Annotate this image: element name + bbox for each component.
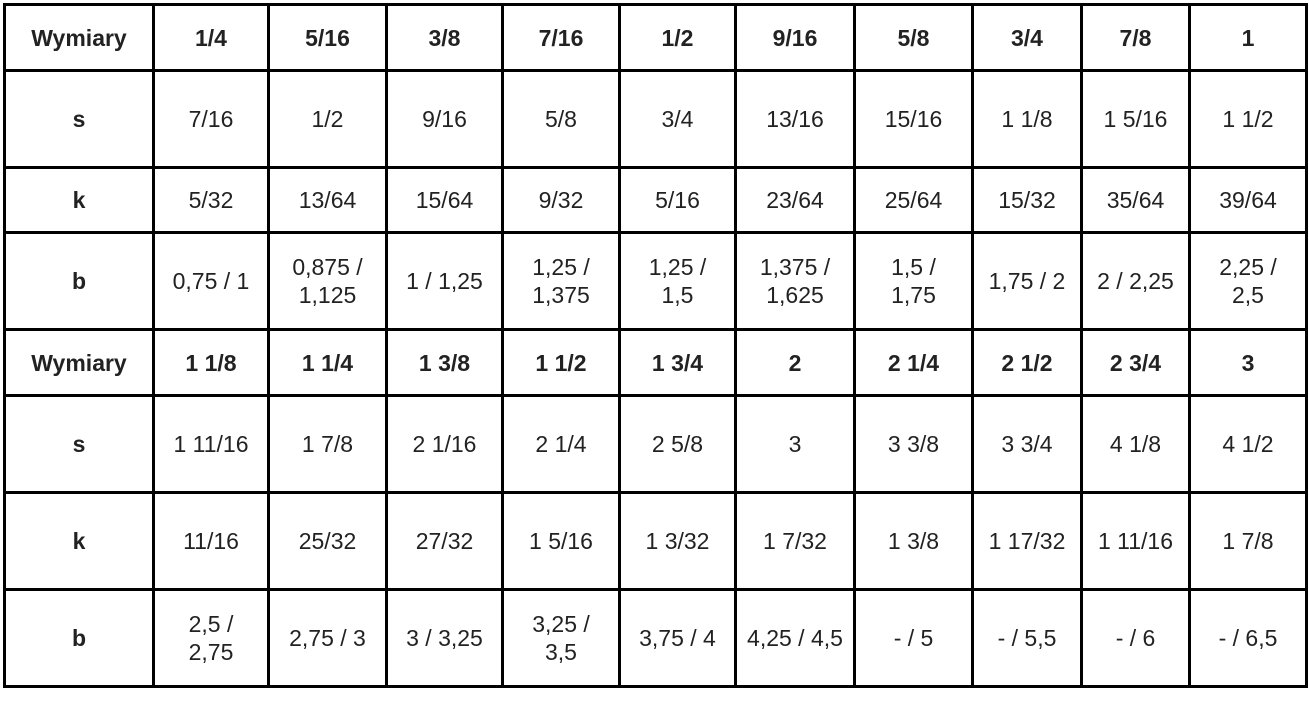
table-cell: 25/32 (267, 491, 388, 591)
header-cell: 2 (734, 328, 856, 397)
table-cell: 3/4 (618, 69, 737, 169)
table-cell: 27/32 (385, 491, 504, 591)
row-label-cell: b (3, 231, 155, 331)
table-cell: 1 3/32 (618, 491, 737, 591)
header-cell: 1 1/2 (501, 328, 621, 397)
table-cell: 1 1/8 (971, 69, 1083, 169)
row-label-cell: Wymiary (3, 328, 155, 397)
table-cell: 2,5 / 2,75 (152, 588, 270, 688)
header-cell: 5/8 (853, 3, 974, 72)
table-cell: 15/16 (853, 69, 974, 169)
header-cell: 7/16 (501, 3, 621, 72)
header-cell: 1 1/8 (152, 328, 270, 397)
table-cell: - / 5,5 (971, 588, 1083, 688)
table-cell: 1 11/16 (152, 394, 270, 494)
table-cell: 3 (734, 394, 856, 494)
table-cell: 1 7/32 (734, 491, 856, 591)
table-cell: 2,75 / 3 (267, 588, 388, 688)
table-cell: 1,75 / 2 (971, 231, 1083, 331)
table-cell: 35/64 (1080, 166, 1191, 234)
table-cell: - / 6 (1080, 588, 1191, 688)
table-cell: 2 1/16 (385, 394, 504, 494)
table-cell: 15/64 (385, 166, 504, 234)
table-cell: - / 5 (853, 588, 974, 688)
table-cell: 3,75 / 4 (618, 588, 737, 688)
table-cell: 15/32 (971, 166, 1083, 234)
dimensions-table: Wymiary 1/4 5/16 3/8 7/16 1/2 9/16 5/8 3/4 7/8 1 s 7… (3, 3, 1308, 688)
header-cell: 1 1/4 (267, 328, 388, 397)
table-cell: 3,25 / 3,5 (501, 588, 621, 688)
table-cell: 1 3/8 (853, 491, 974, 591)
table-cell: 1,25 / 1,5 (618, 231, 737, 331)
table-cell: 7/16 (152, 69, 270, 169)
table-cell: 1/2 (267, 69, 388, 169)
table-row: s 7/16 1/2 9/16 5/8 3/4 13/16 15/16 1 1/8 1 5/16 1… (3, 69, 1308, 169)
row-label-cell: s (3, 394, 155, 494)
header-cell: 2 1/2 (971, 328, 1083, 397)
table-cell: 4,25 / 4,5 (734, 588, 856, 688)
header-cell: 3/8 (385, 3, 504, 72)
header-cell: 1 (1188, 3, 1308, 72)
table-row: b 0,75 / 1 0,875 / 1,125 1 / 1,25 1,25 / 1,3… (3, 231, 1308, 331)
table-row: k 5/32 13/64 15/64 9/32 5/16 23/64 25/64 15/32 35… (3, 166, 1308, 234)
table-cell: 3 3/4 (971, 394, 1083, 494)
table-cell: 5/8 (501, 69, 621, 169)
table-cell: 2 1/4 (501, 394, 621, 494)
table-cell: 5/16 (618, 166, 737, 234)
header-cell: 1/2 (618, 3, 737, 72)
table-cell: 0,875 / 1,125 (267, 231, 388, 331)
table-row: k 11/16 25/32 27/32 1 5/16 1 3/32 1 7/32 1 3/8 1… (3, 491, 1308, 591)
header-row: Wymiary 1 1/8 1 1/4 1 3/8 1 1/2 1 3/4 2 2 1/4 2 … (3, 328, 1308, 397)
table-cell: 1 17/32 (971, 491, 1083, 591)
row-label-cell: k (3, 166, 155, 234)
table-cell: 39/64 (1188, 166, 1308, 234)
header-cell: 3 (1188, 328, 1308, 397)
header-row: Wymiary 1/4 5/16 3/8 7/16 1/2 9/16 5/8 3/4 7/8 1 (3, 3, 1308, 72)
table-cell: 0,75 / 1 (152, 231, 270, 331)
header-cell: 3/4 (971, 3, 1083, 72)
table-cell: 3 3/8 (853, 394, 974, 494)
table-cell: - / 6,5 (1188, 588, 1308, 688)
header-cell: 2 3/4 (1080, 328, 1191, 397)
table-cell: 1 5/16 (1080, 69, 1191, 169)
table-cell: 25/64 (853, 166, 974, 234)
header-cell: 1/4 (152, 3, 270, 72)
table-cell: 2,25 / 2,5 (1188, 231, 1308, 331)
table-cell: 13/16 (734, 69, 856, 169)
table-cell: 1,25 / 1,375 (501, 231, 621, 331)
row-label-cell: Wymiary (3, 3, 155, 72)
table-cell: 23/64 (734, 166, 856, 234)
header-cell: 5/16 (267, 3, 388, 72)
table-cell: 9/16 (385, 69, 504, 169)
table-cell: 1 11/16 (1080, 491, 1191, 591)
header-cell: 7/8 (1080, 3, 1191, 72)
row-label-cell: s (3, 69, 155, 169)
table-cell: 1 7/8 (1188, 491, 1308, 591)
table-cell: 13/64 (267, 166, 388, 234)
table-cell: 11/16 (152, 491, 270, 591)
row-label-cell: k (3, 491, 155, 591)
table-cell: 9/32 (501, 166, 621, 234)
header-cell: 1 3/4 (618, 328, 737, 397)
table-cell: 1,375 / 1,625 (734, 231, 856, 331)
table-cell: 2 5/8 (618, 394, 737, 494)
table-cell: 1 / 1,25 (385, 231, 504, 331)
header-cell: 1 3/8 (385, 328, 504, 397)
table-cell: 5/32 (152, 166, 270, 234)
table-cell: 3 / 3,25 (385, 588, 504, 688)
row-label-cell: b (3, 588, 155, 688)
table-cell: 1 1/2 (1188, 69, 1308, 169)
table-cell: 1,5 / 1,75 (853, 231, 974, 331)
table-cell: 2 / 2,25 (1080, 231, 1191, 331)
table-cell: 1 7/8 (267, 394, 388, 494)
table-cell: 4 1/8 (1080, 394, 1191, 494)
header-cell: 9/16 (734, 3, 856, 72)
table-cell: 4 1/2 (1188, 394, 1308, 494)
table-cell: 1 5/16 (501, 491, 621, 591)
header-cell: 2 1/4 (853, 328, 974, 397)
